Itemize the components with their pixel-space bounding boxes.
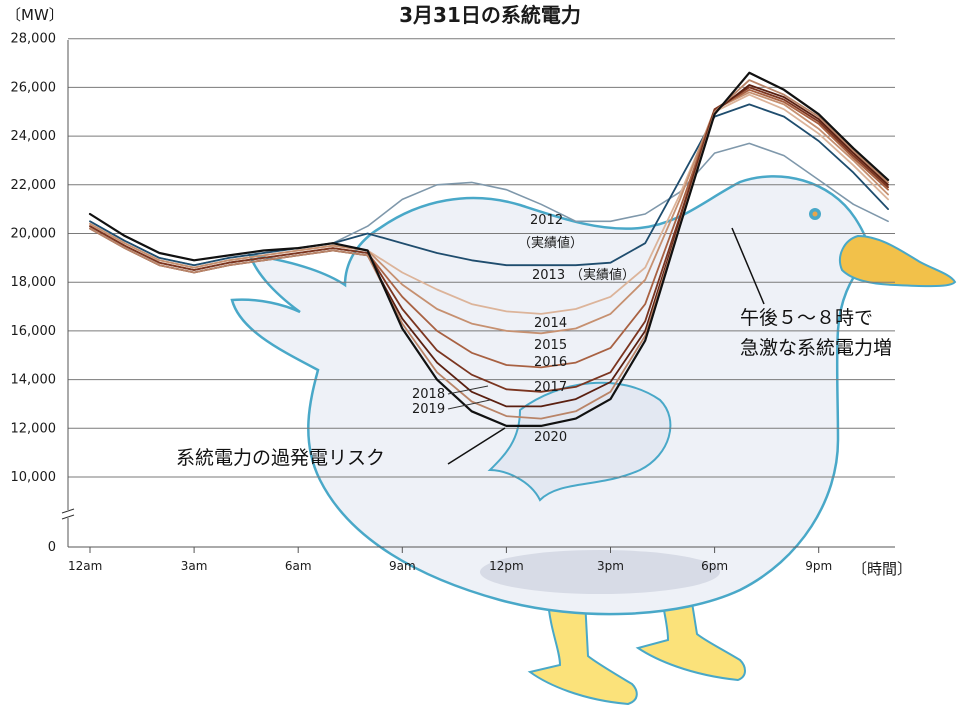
- y-tick-label: 12,000: [11, 421, 57, 436]
- series-label-2016: 2016: [534, 355, 567, 370]
- x-tick-label: 9pm: [805, 559, 832, 573]
- x-tick-label: 6pm: [701, 559, 728, 573]
- y-tick-label: 18,000: [11, 275, 57, 290]
- x-tick-label: 3am: [181, 559, 208, 573]
- x-tick-label: 9am: [389, 559, 416, 573]
- series-label-2015: 2015: [534, 338, 567, 353]
- x-tick-label: 6am: [285, 559, 312, 573]
- y-tick-label: 16,000: [11, 324, 57, 339]
- chart-title: 3月31日の系統電力: [399, 3, 581, 27]
- leader-2018: [447, 385, 489, 395]
- y-axis-ticks: 28,000 26,000 24,000 22,000 20,000 18,000 16,0…: [11, 32, 57, 555]
- annotation-evening-line1: 午後５～８時で: [740, 307, 873, 329]
- duck-illustration: [230, 175, 957, 706]
- duck-belly-shadow: [480, 550, 720, 594]
- annotation-evening-line2: 急激な系統電力増: [740, 337, 892, 359]
- x-axis-unit-label: 〔時間〕: [852, 560, 912, 578]
- x-tick-label: 12pm: [489, 559, 524, 573]
- x-axis-ticks: 12am 3am 6am 9am 12pm 3pm 6pm 9pm: [68, 547, 832, 573]
- leader-2019: [447, 399, 491, 410]
- axis-break-mark: [61, 508, 75, 520]
- y-tick-label: 22,000: [11, 178, 57, 193]
- duck-leg-back: [527, 599, 638, 706]
- y-tick-label: 20,000: [11, 227, 57, 242]
- x-tick-label: 3pm: [597, 559, 624, 573]
- series-line-2020: [88, 71, 890, 427]
- y-tick-label: 14,000: [11, 373, 57, 388]
- series-line-2013: [89, 103, 889, 267]
- y-tick-label: 26,000: [11, 80, 57, 95]
- leader-overgen: [447, 427, 506, 465]
- series-line-2015: [89, 91, 889, 335]
- duck-beak: [839, 234, 957, 288]
- duck-leg-front: [635, 589, 746, 682]
- leader-evening: [731, 227, 765, 305]
- series-label-2014: 2014: [534, 316, 567, 331]
- y-tick-label: 0: [48, 540, 56, 555]
- y-tick-label: 24,000: [11, 129, 57, 144]
- duck-wing: [487, 381, 672, 502]
- series-line-2019: [89, 79, 889, 420]
- series-label-2012: 2012: [530, 213, 563, 228]
- x-tick-label: 12am: [68, 559, 102, 573]
- series-label-2013: 2013: [532, 268, 565, 283]
- annotation-overgen: 系統電力の過発電リスク: [176, 447, 385, 469]
- series-label-2012-sub: （実績値）: [518, 235, 583, 251]
- series-label-2013-sub: （実績値）: [570, 267, 635, 283]
- y-tick-label: 10,000: [11, 470, 57, 485]
- series-label-2018: 2018: [412, 387, 445, 402]
- y-axis-unit-label: 〔MW〕: [6, 6, 64, 24]
- series-label-2019: 2019: [412, 402, 445, 417]
- series-label-2017: 2017: [534, 380, 567, 395]
- y-tick-label: 28,000: [11, 32, 57, 47]
- duck-eye-highlight: [812, 211, 818, 217]
- series-lines: [88, 71, 890, 427]
- series-line-2017: [89, 86, 889, 393]
- series-label-2020: 2020: [534, 430, 567, 445]
